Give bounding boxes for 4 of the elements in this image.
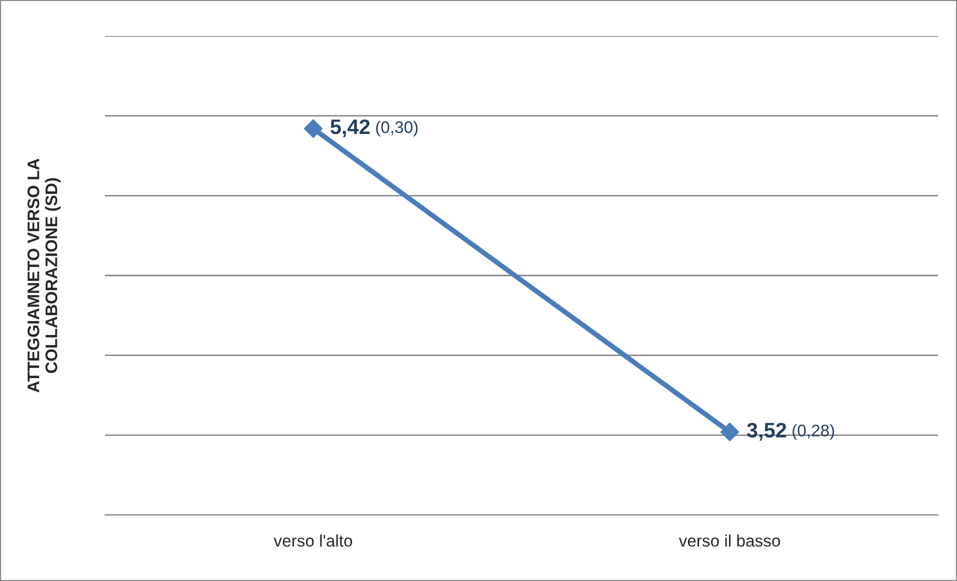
y-axis-title: ATTEGGIAMNETO VERSO LA COLLABORAZIONE (SD) bbox=[28, 158, 61, 392]
data-label: 5,42 (0,30) bbox=[330, 119, 418, 138]
x-tick-label: verso l'alto bbox=[274, 534, 352, 547]
x-tick-label: verso il basso bbox=[678, 534, 780, 547]
